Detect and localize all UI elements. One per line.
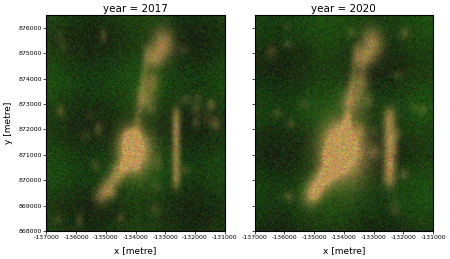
Y-axis label: y [metre]: y [metre] [4,102,13,144]
X-axis label: x [metre]: x [metre] [114,246,157,255]
Title: year = 2017: year = 2017 [103,4,168,14]
X-axis label: x [metre]: x [metre] [323,246,365,255]
Title: year = 2020: year = 2020 [311,4,376,14]
